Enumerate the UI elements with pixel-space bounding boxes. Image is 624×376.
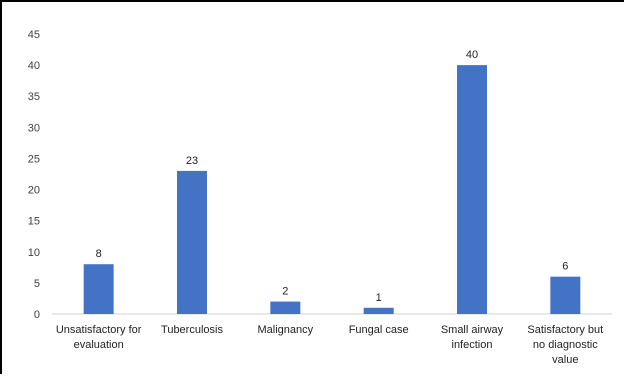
data-label: 6 [562,261,568,273]
x-tick-label: Fungal case [349,324,409,336]
x-tick-label: Malignancy [258,324,314,336]
y-tick-label: 35 [28,91,40,103]
y-tick-label: 5 [34,278,40,290]
data-label: 1 [376,292,382,304]
x-tick-label: value [552,354,578,366]
y-tick-label: 45 [28,29,40,41]
y-tick-label: 0 [34,309,40,321]
data-label: 2 [282,286,288,298]
x-tick-label: Unsatisfactory for [56,324,142,336]
bar [550,276,581,314]
category-labels: Unsatisfactory for evaluation Tuberculosis… [56,324,603,366]
bar [363,307,394,314]
bar [270,301,301,314]
y-tick-label: 10 [28,247,40,259]
x-tick-label: no diagnostic [533,339,598,351]
data-label: 40 [466,49,478,61]
y-tick-label: 40 [28,60,40,72]
y-tick-label: 20 [28,185,40,197]
y-axis: 0 5 10 15 20 25 30 35 40 45 [28,29,40,321]
y-tick-label: 25 [28,153,40,165]
x-tick-label: Satisfactory but [527,324,603,336]
x-tick-label: infection [452,339,493,351]
y-tick-label: 15 [28,216,40,228]
data-labels: 8 23 2 1 40 6 [96,49,569,304]
bars [83,65,581,314]
y-tick-label: 30 [28,122,40,134]
x-tick-label: Tuberculosis [161,324,223,336]
bar [83,264,114,314]
bar [457,65,487,314]
x-tick-label: evaluation [74,339,124,351]
bar [177,170,207,314]
data-label: 8 [96,248,102,260]
x-tick-label: Small airway [441,324,504,336]
data-label: 23 [186,155,198,167]
